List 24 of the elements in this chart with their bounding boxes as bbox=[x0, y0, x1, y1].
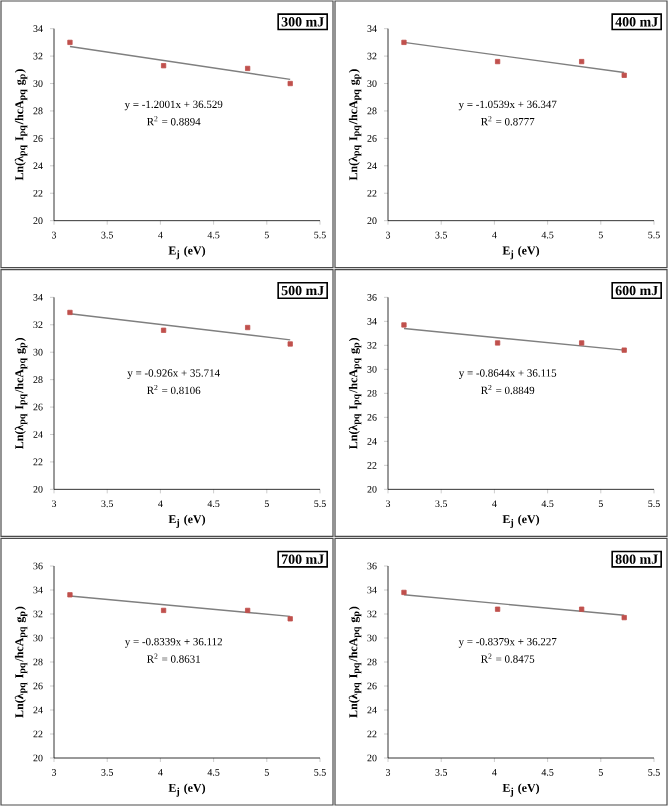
point bbox=[245, 324, 251, 331]
point bbox=[67, 39, 73, 45]
point bbox=[621, 72, 627, 78]
point bbox=[245, 607, 251, 614]
point bbox=[67, 592, 73, 598]
point bbox=[287, 341, 293, 347]
point bbox=[579, 606, 585, 612]
point bbox=[160, 327, 167, 333]
point bbox=[579, 58, 585, 65]
point bbox=[160, 63, 167, 69]
point bbox=[245, 65, 251, 72]
point bbox=[495, 606, 501, 612]
point bbox=[287, 80, 293, 87]
point bbox=[401, 39, 407, 45]
point bbox=[401, 322, 407, 328]
point bbox=[495, 340, 501, 346]
point bbox=[67, 309, 73, 316]
point bbox=[621, 347, 627, 353]
point bbox=[621, 615, 627, 621]
point bbox=[495, 58, 501, 65]
point bbox=[160, 607, 167, 614]
point bbox=[287, 616, 293, 622]
point bbox=[579, 340, 585, 346]
point bbox=[401, 589, 407, 596]
